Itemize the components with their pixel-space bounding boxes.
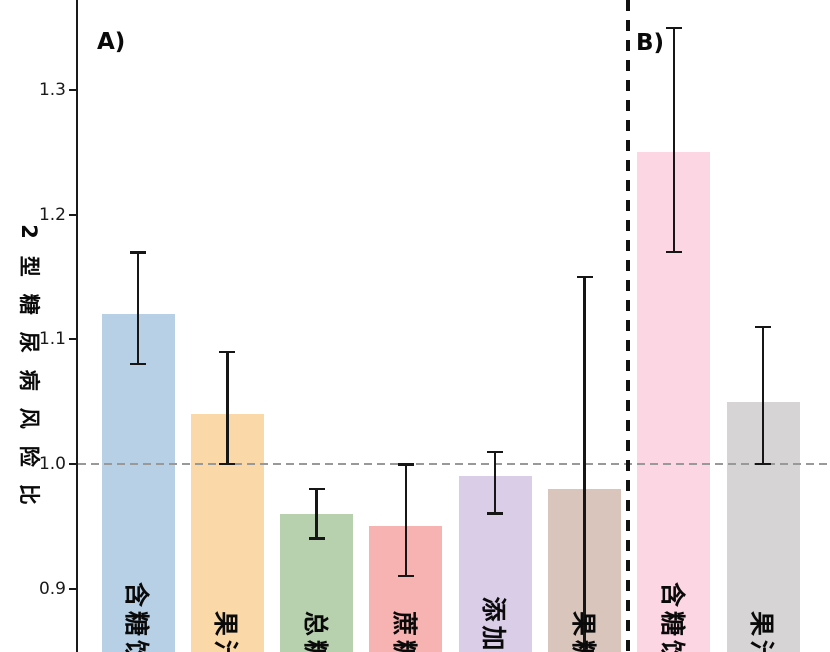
reference-line [78, 462, 830, 466]
y-tick-mark [69, 587, 76, 590]
y-tick-label: 1.3 [38, 79, 66, 100]
y-tick-mark [69, 338, 76, 341]
error-bar-cap-low [487, 512, 504, 515]
error-bar [761, 326, 765, 464]
error-bar-cap-high [130, 251, 146, 254]
error-bar [226, 351, 229, 464]
error-bar-cap-low [755, 462, 772, 465]
error-bar-cap-low [665, 250, 682, 253]
bar-category-label: 果糖 [568, 610, 598, 652]
y-tick-mark [69, 213, 76, 216]
bar-category-label: 果汁 [211, 610, 241, 652]
error-bar-cap-high [755, 325, 772, 329]
bar-category-label: 含糖饮料 [122, 581, 151, 652]
error-bar-cap-low [130, 362, 146, 366]
error-bar [493, 451, 497, 514]
y-tick-mark [69, 463, 76, 465]
error-bar-cap-low [308, 537, 325, 540]
error-bar [315, 488, 318, 539]
error-bar [583, 276, 586, 652]
error-bar-cap-high [487, 450, 504, 454]
error-bar-cap-high [397, 463, 414, 466]
y-tick-label: 1.0 [38, 454, 66, 474]
bar-category-label: 添加糖 [479, 596, 509, 652]
error-bar [136, 252, 140, 365]
y-axis-label: 2型糖尿病风险比 [17, 224, 41, 522]
bar-category-label: 果汁 [747, 610, 777, 652]
bar [101, 314, 175, 652]
error-bar-cap-low [219, 462, 236, 465]
bar-category-label: 总糖 [300, 610, 330, 652]
error-bar [404, 464, 408, 577]
error-bar-cap-high [665, 26, 682, 30]
error-bar-cap-low [397, 574, 414, 578]
y-tick-label: 0.9 [38, 578, 66, 599]
panel-a-label: A) [97, 29, 126, 55]
panel-b-label: B) [636, 30, 665, 56]
y-tick-label: 1.2 [38, 204, 66, 225]
panel-separator-line [626, 0, 630, 652]
error-bar [672, 27, 676, 252]
y-tick-label: 1.1 [38, 329, 66, 350]
y-tick-mark [69, 88, 76, 91]
bar-category-label: 蔗糖 [389, 610, 419, 652]
bar-category-label: 含糖饮料 [657, 581, 687, 652]
error-bar-cap-high [219, 350, 236, 354]
error-bar-cap-high [576, 275, 593, 279]
y-axis-line [76, 0, 78, 652]
error-bar-cap-high [308, 487, 325, 491]
